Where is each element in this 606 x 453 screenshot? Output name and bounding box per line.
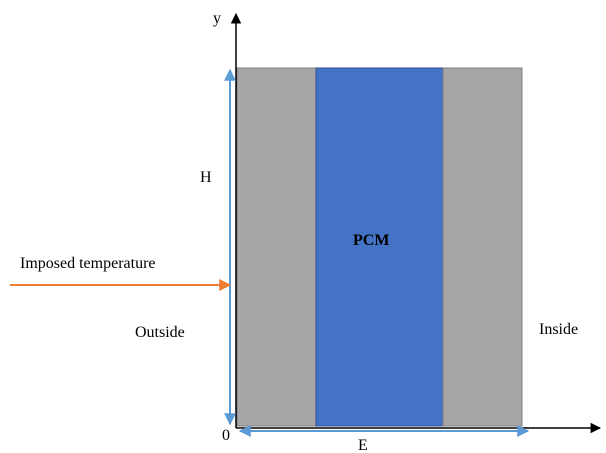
outer-wall-layer	[236, 67, 317, 427]
y-axis-label: y	[213, 10, 221, 27]
imposed-temperature-label: Imposed temperature	[20, 255, 156, 272]
pcm-label: PCM	[353, 232, 389, 249]
width-label: E	[358, 437, 368, 453]
origin-label: 0	[222, 427, 230, 444]
outside-label: Outside	[135, 324, 185, 341]
inner-wall-layer	[442, 67, 523, 427]
pcm-layer	[315, 67, 444, 427]
inside-label: Inside	[539, 321, 578, 338]
height-label: H	[200, 169, 212, 186]
